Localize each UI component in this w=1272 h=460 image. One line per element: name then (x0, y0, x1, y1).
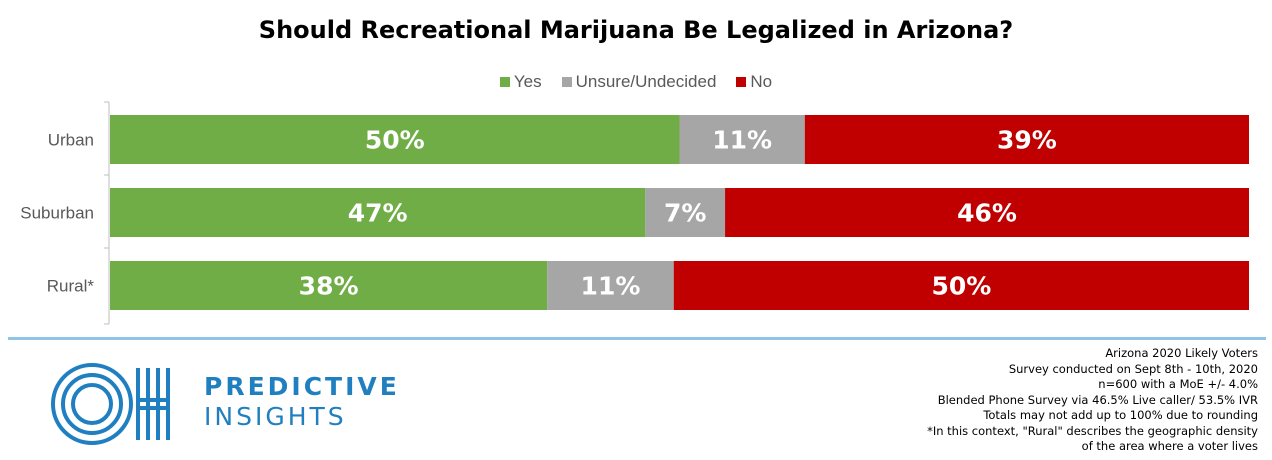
data-label: 47% (348, 199, 408, 228)
footer-divider (8, 337, 1266, 340)
note-line: Totals may not add up to 100% due to rou… (983, 408, 1258, 422)
bar-segment (679, 115, 805, 164)
data-label: 50% (365, 126, 425, 155)
legend-label-no: No (750, 72, 773, 91)
legend-item-yes: Yes (499, 72, 542, 92)
stacked-bar-chart: Urban 50% 11% 39% Suburban 47% 7% 46% Rural* 38% 1… (20, 101, 1249, 325)
category-label: Rural* (47, 277, 95, 296)
bar-segment (673, 261, 1249, 310)
chart-legend: Yes Unsure/Undecided No (0, 72, 1272, 92)
brand-name-line1: PREDICTIVE (204, 372, 400, 401)
bar-segment (110, 115, 680, 164)
note-line: of the area where a voter lives (1081, 439, 1258, 453)
legend-swatch-yes (499, 77, 510, 87)
legend-swatch-unsure (561, 77, 572, 87)
data-label: 39% (997, 126, 1057, 155)
legend-swatch-no (736, 77, 747, 87)
note-line: Survey conducted on Sept 8th - 10th, 202… (1008, 361, 1258, 376)
bar-segment (110, 188, 646, 237)
legend-label-unsure: Unsure/Undecided (575, 72, 717, 91)
survey-notes: Arizona 2020 Likely Voters Survey conduc… (927, 346, 1258, 455)
legend-item-unsure: Unsure/Undecided (561, 72, 717, 92)
bar-segment (547, 261, 674, 310)
bar-segment (645, 188, 726, 237)
data-label: 38% (299, 272, 359, 301)
bar-segment (110, 261, 548, 310)
oh-logo-icon (51, 363, 170, 445)
data-label: 46% (957, 199, 1017, 228)
note-line: n=600 with a MoE +/- 4.0% (1098, 377, 1258, 391)
note-line: *In this context, "Rural" describes the … (927, 423, 1258, 438)
data-label: 11% (581, 272, 641, 301)
chart-title: Should Recreational Marijuana Be Legaliz… (258, 16, 1014, 44)
data-label: 7% (664, 199, 706, 228)
brand-name-line2: INSIGHTS (204, 402, 347, 431)
note-line: Blended Phone Survey via 46.5% Live call… (937, 392, 1258, 407)
legend-label-yes: Yes (513, 72, 542, 91)
legend-item-no: No (736, 72, 772, 92)
bar-segment (804, 115, 1249, 164)
category-label: Urban (48, 131, 94, 150)
data-label: 50% (931, 272, 991, 301)
category-label: Suburban (20, 204, 94, 223)
data-label: 11% (712, 126, 772, 155)
bar-segment (725, 188, 1249, 237)
note-line: Arizona 2020 Likely Voters (1105, 346, 1258, 360)
